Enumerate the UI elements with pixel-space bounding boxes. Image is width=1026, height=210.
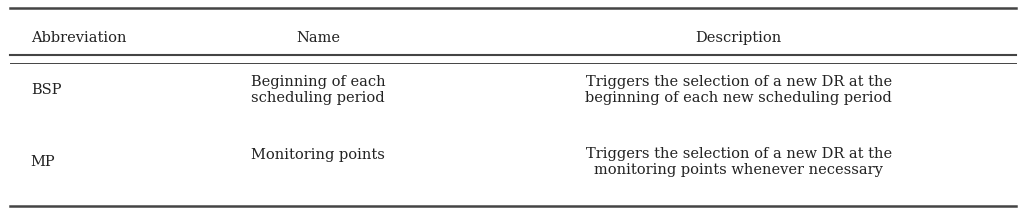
- Text: MP: MP: [31, 155, 55, 169]
- Text: Triggers the selection of a new DR at the
monitoring points whenever necessary: Triggers the selection of a new DR at th…: [586, 147, 892, 177]
- Text: Beginning of each
scheduling period: Beginning of each scheduling period: [250, 75, 386, 105]
- Text: Abbreviation: Abbreviation: [31, 31, 126, 45]
- Text: Name: Name: [297, 31, 340, 45]
- Text: Monitoring points: Monitoring points: [251, 148, 385, 162]
- Text: Triggers the selection of a new DR at the
beginning of each new scheduling perio: Triggers the selection of a new DR at th…: [586, 75, 892, 105]
- Text: Description: Description: [696, 31, 782, 45]
- Text: BSP: BSP: [31, 83, 62, 97]
